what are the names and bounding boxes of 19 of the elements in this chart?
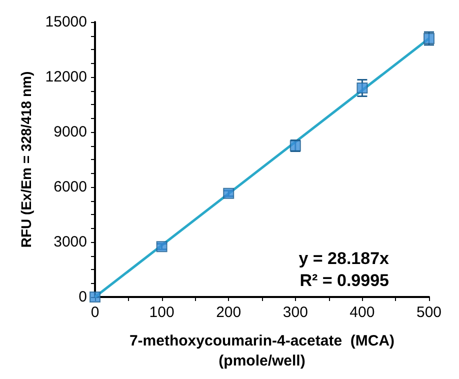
annotation: y = 28.187x (298, 249, 390, 268)
y-tick-label: 15000 (45, 14, 87, 30)
x-axis-title: 7-methoxycoumarin-4-acetate (MCA) (pmole/well) (129, 332, 395, 370)
point (356, 82, 368, 94)
x-tick-label: 200 (216, 304, 242, 321)
x-tick-label: 300 (282, 304, 308, 321)
y-tick-label: 0 (78, 288, 87, 306)
annotation: R² = 0.9995 (300, 271, 390, 290)
y-tick-label: 9000 (54, 124, 87, 140)
point (223, 188, 234, 199)
x-tick-label: 400 (350, 304, 375, 321)
y-tick-label: 3000 (54, 234, 87, 250)
point (90, 292, 100, 302)
y-tick-label: 12000 (45, 68, 87, 86)
y-tick-label: 6000 (54, 178, 87, 196)
x-tick-label: 0 (90, 304, 100, 321)
y-axis-title: RFU (Ex/Em = 328/418 nm) (18, 71, 34, 248)
x-tick-label: 500 (416, 304, 442, 321)
x-tick-label: 100 (149, 304, 174, 321)
